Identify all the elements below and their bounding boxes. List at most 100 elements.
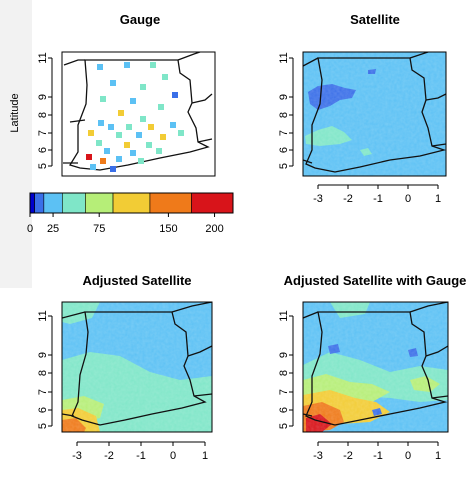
colorbar-bin (34, 192, 45, 214)
colorbar-tick-label: 150 (159, 223, 177, 235)
lat-tick-label: 8 (37, 112, 49, 118)
panel-title-adjusted: Adjusted Satellite (82, 273, 191, 288)
lat-tick-label: 8 (278, 370, 290, 376)
neighbor-border-adjusted-gauge (303, 302, 448, 417)
gauge-cell (110, 166, 116, 172)
y-axis-label: Latitude (9, 93, 21, 132)
plot-frame-gauge (61, 51, 216, 177)
lat-tick-label: 8 (37, 370, 49, 376)
colorbar-bin (61, 192, 86, 214)
satellite-texture (303, 52, 446, 176)
gauge-cell (172, 92, 178, 98)
panel-satellite: Satellite 11 9 8 7 6 5 -3 -2 -1 0 1 (278, 12, 447, 205)
gauge-station-cells (86, 62, 184, 172)
lat-tick-label: 5 (37, 423, 49, 429)
plot-frame-satellite (302, 51, 447, 177)
lat-tick-label: 6 (37, 147, 49, 153)
lat-tick-label: 5 (278, 163, 290, 169)
colorbar-tick-label: 75 (93, 223, 105, 235)
colorbar-bin (112, 192, 151, 214)
x-axis-adjusted: -3 -2 -1 0 1 (72, 441, 208, 462)
lat-tick-label: 6 (37, 407, 49, 413)
neighbor-border-gauge (63, 52, 213, 164)
gauge-cell (116, 156, 122, 162)
lat-tick-label: 7 (278, 130, 290, 136)
plot-frame-adjusted (61, 301, 213, 433)
gauge-cell (140, 116, 146, 122)
lon-tick-label: -1 (373, 450, 383, 462)
gauge-cell (146, 142, 152, 148)
gauge-cell (158, 104, 164, 110)
lat-tick-label: 11 (278, 310, 290, 321)
adjusted-gauge-texture (303, 302, 448, 432)
lon-tick-label: -1 (373, 193, 383, 205)
lat-tick-label: 7 (278, 389, 290, 395)
adjusted-texture (62, 302, 212, 432)
gauge-cell (148, 124, 154, 130)
panel-adjusted-satellite: Adjusted Satellite 11 9 8 7 6 5 -3 -2 -1 0 1 (37, 273, 213, 462)
lat-tick-label: 9 (37, 94, 49, 100)
colorbar-bin (29, 192, 35, 214)
gauge-cell (97, 64, 103, 70)
lat-tick-label: 11 (37, 310, 49, 321)
lat-tick-label: 11 (278, 52, 290, 63)
gauge-cell (86, 154, 92, 160)
lon-tick-label: 1 (435, 193, 441, 205)
lon-tick-label: -2 (343, 450, 353, 462)
gauge-cell (98, 120, 104, 126)
panel-title-adjusted-gauge: Adjusted Satellite with Gauge (284, 273, 467, 288)
y-axis-adjusted: 11 9 8 7 6 5 (37, 310, 53, 429)
panel-gauge: Gauge Latitude 11 9 8 7 6 5 (9, 12, 216, 177)
ghana-border-adjusted (71, 311, 207, 426)
lat-tick-label: 9 (37, 352, 49, 358)
colorbar-tick-label: 25 (47, 223, 59, 235)
ghana-border-gauge (69, 59, 210, 171)
plot-frame-adjusted-gauge (302, 301, 449, 433)
lon-tick-label: 1 (435, 450, 441, 462)
neighbor-border-satellite (303, 52, 446, 164)
colorbar: 0 25 75 150 200 (27, 192, 234, 235)
neighbor-border-adjusted (62, 302, 212, 417)
gauge-cell (170, 122, 176, 128)
gauge-cell (110, 80, 116, 86)
y-axis-satellite: 11 9 8 7 6 5 (278, 52, 294, 169)
lon-tick-label: 0 (170, 450, 176, 462)
colorbar-bin (191, 192, 234, 214)
lat-tick-label: 6 (278, 407, 290, 413)
gauge-cell (130, 98, 136, 104)
gauge-cell (178, 130, 184, 136)
colorbar-bin (149, 192, 192, 214)
y-axis-adjusted-gauge: 11 9 8 7 6 5 (278, 310, 294, 429)
colorbar-bin (85, 192, 114, 214)
lat-tick-label: 11 (37, 52, 49, 63)
gauge-cell (130, 150, 136, 156)
gauge-cell (88, 130, 94, 136)
gauge-cell (116, 132, 122, 138)
lat-tick-label: 9 (278, 94, 290, 100)
gauge-cell (150, 62, 156, 68)
lat-tick-label: 9 (278, 352, 290, 358)
lon-tick-label: -2 (343, 193, 353, 205)
gauge-cell (138, 158, 144, 164)
panel-title-gauge: Gauge (120, 12, 160, 27)
gauge-cell (162, 74, 168, 80)
lon-tick-label: -3 (313, 450, 323, 462)
margin-shade (0, 0, 32, 288)
gauge-cell (90, 164, 96, 170)
colorbar-frame (29, 192, 234, 214)
gauge-cell (124, 142, 130, 148)
lon-tick-label: -3 (72, 450, 82, 462)
panel-title-satellite: Satellite (350, 12, 400, 27)
colorbar-tick-label: 0 (27, 223, 33, 235)
x-axis-adjusted-gauge: -3 -2 -1 0 1 (313, 441, 441, 462)
gauge-cell (118, 110, 124, 116)
lon-tick-label: -1 (136, 450, 146, 462)
gauge-cell (140, 84, 146, 90)
panel-adjusted-with-gauge: Adjusted Satellite with Gauge 11 9 8 7 6 5 -3… (278, 273, 466, 462)
ghana-border-satellite (305, 57, 446, 173)
gauge-cell (124, 62, 130, 68)
lon-tick-label: 1 (202, 450, 208, 462)
gauge-cell (126, 124, 132, 130)
ghana-border-adjusted-gauge (305, 311, 448, 426)
lon-tick-label: -3 (313, 193, 323, 205)
